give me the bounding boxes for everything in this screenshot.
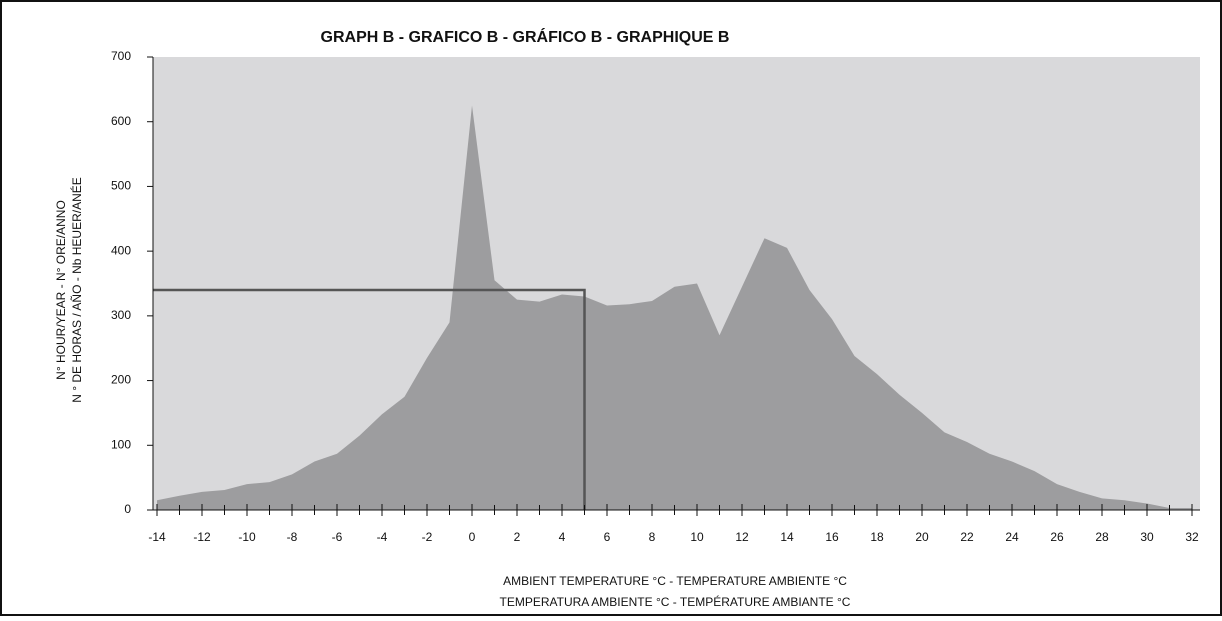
x-tick-label: -8 [287,530,298,544]
y-tick-label: 600 [111,114,131,128]
x-tick-label: 26 [1050,530,1064,544]
y-axis-label: N° HOUR/YEAR - N° ORE/ANNO [54,200,68,380]
y-tick-label: 700 [111,49,131,63]
x-tick-label: 2 [514,530,521,544]
y-tick-label: 300 [111,308,131,322]
y-tick-label: 200 [111,373,131,387]
chart-title: GRAPH B - GRAFICO B - GRÁFICO B - GRAPHI… [321,27,730,46]
x-tick-label: 24 [1005,530,1019,544]
x-tick-label: 8 [649,530,656,544]
y-tick-label: 0 [124,502,131,516]
x-tick-label: 10 [690,530,704,544]
x-tick-label: 18 [870,530,884,544]
x-tick-label: 28 [1095,530,1109,544]
x-tick-label: 14 [780,530,794,544]
area [157,105,1192,511]
x-tick-label: 22 [960,530,974,544]
marker-line [153,288,586,510]
x-tick-label: 16 [825,530,839,544]
x-tick-label: 6 [604,530,611,544]
x-tick-label: -4 [377,530,388,544]
x-tick-label: 30 [1140,530,1154,544]
x-tick-label: -14 [148,530,166,544]
x-tick-label: 20 [915,530,929,544]
x-tick-label: 32 [1185,530,1199,544]
y-tick-label: 100 [111,437,131,451]
x-tick-label: -2 [422,530,433,544]
y-tick-label: 400 [111,243,131,257]
y-tick-label: 500 [111,179,131,193]
x-tick-label: 4 [559,530,566,544]
x-tick-label: 12 [735,530,749,544]
y-axis-label: N ° DE HORAS / AÑO - Nb HEUER/ANÉE [69,177,84,403]
x-tick-label: -12 [193,530,211,544]
x-tick-label: 0 [469,530,476,544]
x-tick-label: -6 [332,530,343,544]
x-axis-label: TEMPERATURA AMBIENTE °C - TEMPÉRATURE AM… [500,594,851,609]
x-axis-label: AMBIENT TEMPERATURE °C - TEMPERATURE AMB… [503,574,847,588]
x-tick-label: -10 [238,530,256,544]
